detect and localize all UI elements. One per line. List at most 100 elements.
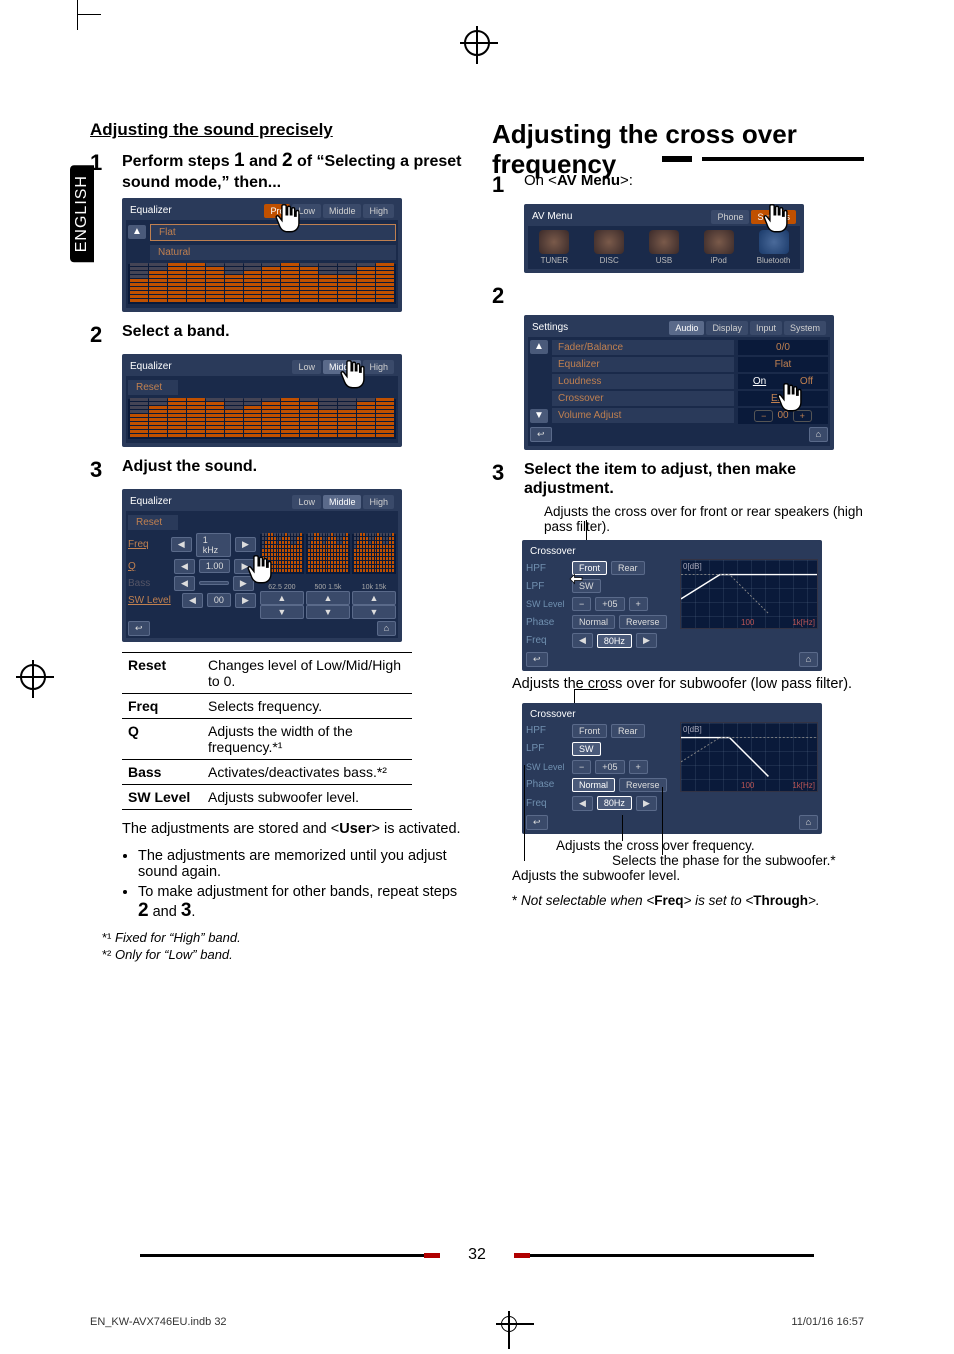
minus-icon[interactable]: − (572, 760, 591, 774)
back-icon[interactable]: ↩ (526, 652, 548, 667)
setting-value[interactable]: Enter (738, 391, 828, 406)
down-arrow-icon[interactable]: ▼ (306, 605, 350, 619)
high-tab[interactable]: High (363, 360, 394, 374)
back-icon[interactable]: ↩ (128, 621, 150, 636)
reset-button[interactable]: Reset (128, 380, 178, 395)
back-icon[interactable]: ↩ (530, 427, 552, 442)
high-tab[interactable]: High (363, 495, 394, 509)
prev-icon[interactable]: ◀ (174, 559, 195, 574)
table-row: SW LevelAdjusts subwoofer level. (122, 784, 412, 809)
low-tab[interactable]: Low (292, 360, 321, 374)
reverse-button[interactable]: Reverse (619, 615, 667, 629)
normal-button[interactable]: Normal (572, 778, 615, 792)
input-tab[interactable]: Input (750, 321, 782, 335)
eq-spectrum (128, 399, 396, 439)
setting-value[interactable]: OnOff (738, 374, 828, 389)
setting-crossover[interactable]: Crossover (552, 391, 734, 406)
swlevel-label: SW Level (128, 595, 178, 606)
rear-button[interactable]: Rear (611, 724, 645, 738)
freq-value: 80Hz (597, 796, 632, 810)
step-number: 2 (492, 283, 514, 309)
reverse-button[interactable]: Reverse (619, 778, 667, 792)
up-arrow-icon[interactable]: ▲ (530, 340, 548, 354)
ui-title: Crossover (530, 709, 576, 720)
display-tab[interactable]: Display (706, 321, 748, 335)
ui-title: Crossover (530, 546, 576, 557)
caption-freq: Adjusts the cross over frequency. (556, 838, 864, 853)
setting-value[interactable]: −00+ (738, 408, 828, 424)
source-ipod[interactable]: iPod (697, 230, 741, 265)
system-tab[interactable]: System (784, 321, 826, 335)
freq-label: Freq (526, 635, 568, 646)
middle-tab[interactable]: Middle (323, 204, 362, 218)
equalizer-adjust-ui: Equalizer Low Middle High Reset Freq◀1 k… (122, 489, 402, 642)
up-arrow-icon[interactable]: ▲ (128, 225, 146, 239)
down-arrow-icon[interactable]: ▼ (352, 605, 396, 619)
param-desc: Selects frequency. (202, 693, 412, 718)
minus-icon[interactable]: − (572, 597, 591, 611)
preset-natural[interactable]: Natural (150, 245, 396, 260)
up-arrow-icon[interactable]: ▲ (306, 591, 350, 605)
next-icon[interactable]: ▶ (235, 537, 256, 552)
high-tab[interactable]: High (363, 204, 394, 218)
up-arrow-icon[interactable]: ▲ (260, 591, 304, 605)
source-disc[interactable]: DISC (587, 230, 631, 265)
phone-tab[interactable]: Phone (711, 210, 749, 224)
setting-volume-adjust[interactable]: Volume Adjust (552, 408, 734, 423)
setting-value: Flat (738, 357, 828, 372)
audio-tab[interactable]: Audio (669, 321, 704, 335)
normal-button[interactable]: Normal (572, 615, 615, 629)
crossover-graph: 0[dB] 100 1k[Hz] (680, 722, 818, 792)
next-icon[interactable]: ▶ (235, 593, 256, 608)
bass-value (199, 581, 229, 585)
left-column: Adjusting the sound precisely 1 Perform … (90, 120, 462, 962)
caption-lpf: Adjusts the cross over for subwoofer (lo… (512, 675, 864, 695)
next-icon[interactable]: ▶ (636, 633, 657, 648)
back-icon[interactable]: ↩ (526, 815, 548, 830)
setting-equalizer[interactable]: Equalizer (552, 357, 734, 372)
next-icon[interactable]: ▶ (233, 576, 254, 591)
plus-icon[interactable]: + (629, 597, 648, 611)
param-desc: Activates/deactivates bass.*² (202, 759, 412, 784)
prev-icon[interactable]: ◀ (182, 593, 203, 608)
av-menu-ui: AV Menu Phone Settings TUNER DISC USB iP… (524, 204, 804, 273)
home-icon[interactable]: ⌂ (799, 815, 818, 830)
middle-tab[interactable]: Middle (323, 495, 362, 509)
next-icon[interactable]: ▶ (234, 559, 255, 574)
param-name: Q (122, 718, 202, 759)
low-tab[interactable]: Low (292, 204, 321, 218)
graph-x-label: 100 (741, 618, 754, 627)
reset-button[interactable]: Reset (128, 515, 178, 530)
prev-icon[interactable]: ◀ (174, 576, 195, 591)
q-label: Q (128, 561, 170, 572)
next-icon[interactable]: ▶ (636, 796, 657, 811)
setting-fader[interactable]: Fader/Balance (552, 340, 734, 355)
source-tuner[interactable]: TUNER (532, 230, 576, 265)
home-icon[interactable]: ⌂ (799, 652, 818, 667)
settings-tab[interactable]: Settings (751, 210, 796, 224)
ui-title: AV Menu (532, 211, 572, 222)
caption-swlevel: Adjusts the subwoofer level. (512, 868, 864, 883)
setting-loudness[interactable]: Loudness (552, 374, 734, 389)
up-arrow-icon[interactable]: ▲ (352, 591, 396, 605)
down-arrow-icon[interactable]: ▼ (530, 409, 548, 423)
pro-tab[interactable]: Pro (264, 204, 290, 218)
middle-tab[interactable]: Middle (323, 360, 362, 374)
home-icon[interactable]: ⌂ (809, 427, 828, 442)
front-button[interactable]: Front (572, 724, 607, 738)
preset-flat[interactable]: Flat (150, 224, 396, 241)
sw-button[interactable]: SW (572, 742, 601, 756)
source-bluetooth[interactable]: Bluetooth (752, 230, 796, 265)
prev-icon[interactable]: ◀ (171, 537, 192, 552)
prev-icon[interactable]: ◀ (572, 796, 593, 811)
low-tab[interactable]: Low (292, 495, 321, 509)
plus-icon[interactable]: + (629, 760, 648, 774)
table-row: BassActivates/deactivates bass.*² (122, 759, 412, 784)
rear-button[interactable]: Rear (611, 561, 645, 575)
down-arrow-icon[interactable]: ▼ (260, 605, 304, 619)
source-usb[interactable]: USB (642, 230, 686, 265)
home-icon[interactable]: ⌂ (377, 621, 396, 636)
step-number: 3 (90, 457, 112, 483)
prev-icon[interactable]: ◀ (572, 633, 593, 648)
param-name: Reset (122, 652, 202, 693)
